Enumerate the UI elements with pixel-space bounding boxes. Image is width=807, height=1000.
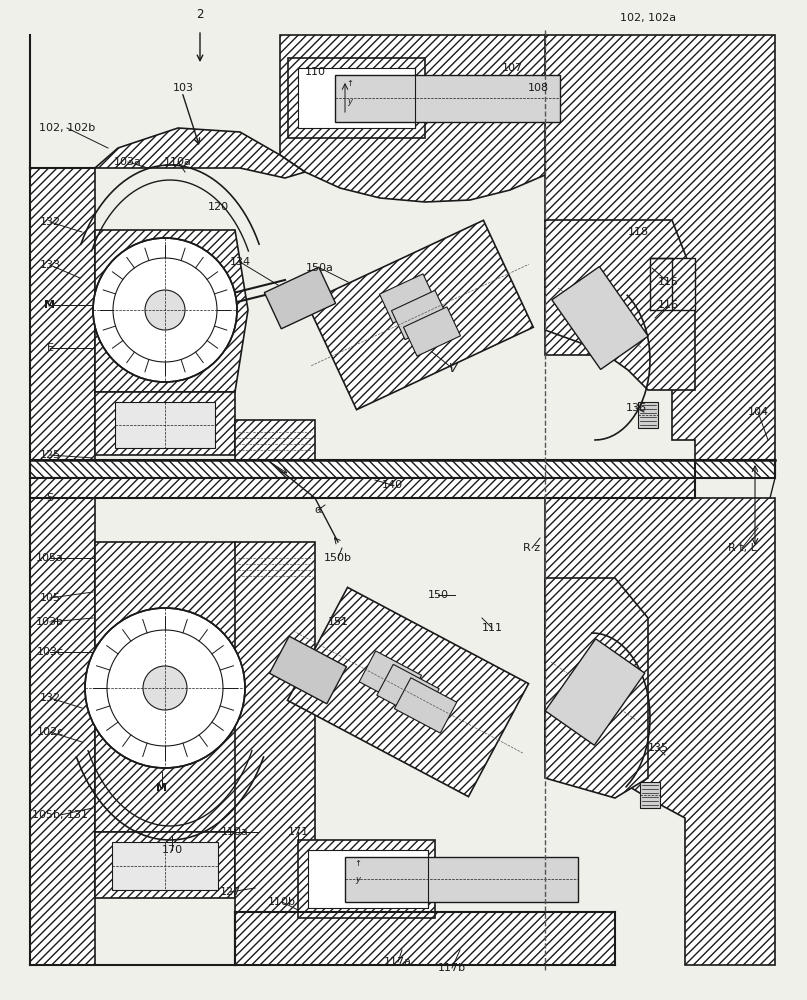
Polygon shape bbox=[30, 168, 95, 460]
Text: E: E bbox=[47, 343, 53, 353]
Text: 105b, 131: 105b, 131 bbox=[32, 810, 88, 820]
Polygon shape bbox=[30, 478, 695, 498]
Text: 132: 132 bbox=[40, 217, 61, 227]
Text: 105a: 105a bbox=[36, 553, 64, 563]
Text: 132: 132 bbox=[40, 693, 61, 703]
Text: 171: 171 bbox=[287, 827, 308, 837]
Text: M: M bbox=[157, 783, 168, 793]
Text: 110: 110 bbox=[304, 67, 325, 77]
Polygon shape bbox=[265, 267, 336, 329]
Polygon shape bbox=[95, 542, 248, 832]
Polygon shape bbox=[115, 402, 215, 448]
Polygon shape bbox=[95, 128, 305, 178]
Text: V: V bbox=[448, 361, 456, 374]
Polygon shape bbox=[650, 258, 695, 310]
Polygon shape bbox=[395, 678, 457, 733]
Text: 110b: 110b bbox=[268, 897, 296, 907]
Text: 102, 102b: 102, 102b bbox=[39, 123, 95, 133]
Text: 2: 2 bbox=[196, 7, 203, 20]
Text: 111: 111 bbox=[482, 623, 503, 633]
Text: 102c: 102c bbox=[36, 727, 64, 737]
Text: 103: 103 bbox=[173, 83, 194, 93]
Text: 150a: 150a bbox=[306, 263, 334, 273]
Polygon shape bbox=[335, 75, 560, 122]
Polygon shape bbox=[235, 542, 315, 912]
Text: 134: 134 bbox=[229, 257, 250, 267]
Text: 102, 102a: 102, 102a bbox=[620, 13, 676, 23]
Text: 170: 170 bbox=[161, 845, 182, 855]
Text: 135: 135 bbox=[647, 743, 668, 753]
Polygon shape bbox=[280, 35, 545, 202]
Circle shape bbox=[93, 238, 237, 382]
Polygon shape bbox=[546, 639, 645, 745]
Polygon shape bbox=[308, 850, 428, 908]
Polygon shape bbox=[30, 460, 775, 478]
Text: 140: 140 bbox=[382, 480, 403, 490]
Polygon shape bbox=[235, 420, 315, 462]
Text: 108: 108 bbox=[528, 83, 549, 93]
Text: S: S bbox=[47, 493, 53, 503]
Polygon shape bbox=[287, 587, 529, 797]
Text: 151: 151 bbox=[328, 617, 349, 627]
Polygon shape bbox=[307, 220, 533, 410]
Circle shape bbox=[85, 608, 245, 768]
Text: 116: 116 bbox=[658, 300, 679, 310]
Polygon shape bbox=[235, 912, 615, 965]
Text: 117b: 117b bbox=[438, 963, 466, 973]
Polygon shape bbox=[298, 840, 435, 918]
Polygon shape bbox=[112, 842, 218, 890]
Circle shape bbox=[107, 630, 223, 746]
Text: 150b: 150b bbox=[324, 553, 352, 563]
Text: 120: 120 bbox=[207, 202, 228, 212]
Polygon shape bbox=[95, 832, 235, 898]
Polygon shape bbox=[545, 220, 695, 390]
Circle shape bbox=[113, 258, 217, 362]
Text: 103b: 103b bbox=[36, 617, 64, 627]
Text: 117a: 117a bbox=[384, 957, 412, 967]
Polygon shape bbox=[640, 782, 660, 808]
Text: R t, L: R t, L bbox=[728, 543, 756, 553]
Text: 103a: 103a bbox=[114, 157, 142, 167]
Polygon shape bbox=[95, 230, 248, 392]
Text: 136: 136 bbox=[625, 403, 646, 413]
Polygon shape bbox=[95, 392, 235, 455]
Polygon shape bbox=[545, 578, 648, 798]
Text: R z: R z bbox=[524, 543, 541, 553]
Circle shape bbox=[143, 666, 187, 710]
Text: y: y bbox=[356, 876, 361, 884]
Text: 105: 105 bbox=[40, 593, 61, 603]
Polygon shape bbox=[345, 857, 578, 902]
Text: 133: 133 bbox=[40, 260, 61, 270]
Polygon shape bbox=[552, 267, 648, 369]
Text: 110a: 110a bbox=[221, 827, 249, 837]
Polygon shape bbox=[545, 35, 775, 462]
Text: y: y bbox=[348, 98, 353, 106]
Text: 107: 107 bbox=[501, 63, 523, 73]
Polygon shape bbox=[545, 498, 775, 965]
Polygon shape bbox=[288, 58, 425, 138]
Text: 103c: 103c bbox=[36, 647, 64, 657]
Text: 125: 125 bbox=[40, 450, 61, 460]
Text: 115: 115 bbox=[658, 277, 679, 287]
Text: ↑: ↑ bbox=[354, 858, 362, 867]
Text: 150: 150 bbox=[428, 590, 449, 600]
Polygon shape bbox=[359, 651, 421, 706]
Polygon shape bbox=[270, 636, 346, 704]
Text: α: α bbox=[314, 505, 322, 515]
Polygon shape bbox=[404, 307, 461, 356]
Text: 110a: 110a bbox=[164, 157, 192, 167]
Polygon shape bbox=[30, 498, 95, 965]
Text: M: M bbox=[44, 300, 56, 310]
Text: 118: 118 bbox=[627, 227, 649, 237]
Polygon shape bbox=[377, 664, 439, 720]
Polygon shape bbox=[298, 68, 415, 128]
Polygon shape bbox=[391, 290, 449, 340]
Text: 104: 104 bbox=[747, 407, 768, 417]
Polygon shape bbox=[638, 402, 658, 428]
Text: ↑: ↑ bbox=[346, 79, 353, 88]
Polygon shape bbox=[379, 274, 437, 323]
Text: 127: 127 bbox=[220, 887, 240, 897]
Circle shape bbox=[145, 290, 185, 330]
